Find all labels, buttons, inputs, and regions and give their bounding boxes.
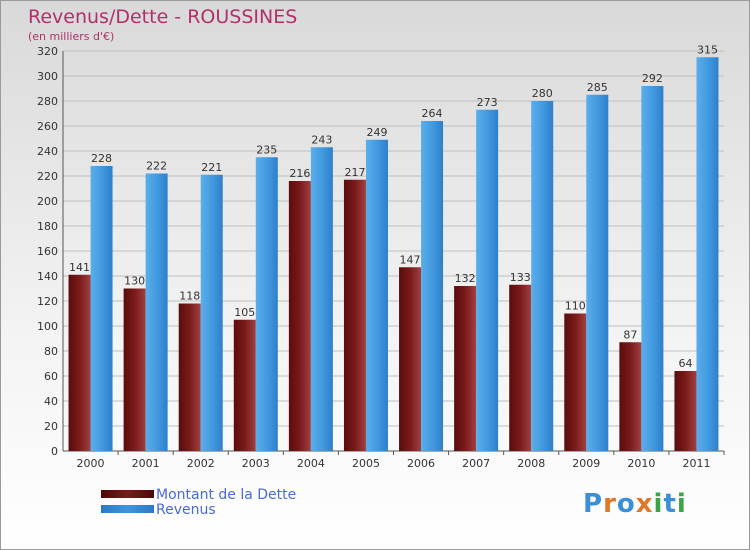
logo-letter: x <box>635 489 654 519</box>
bar-revenus <box>255 157 278 451</box>
data-label-revenus: 264 <box>422 107 443 120</box>
data-label-dette: 147 <box>400 253 421 266</box>
y-tick-label: 100 <box>37 320 58 333</box>
data-label-dette: 87 <box>623 328 637 341</box>
y-tick-label: 140 <box>37 270 58 283</box>
y-tick-label: 20 <box>44 420 58 433</box>
x-tick-label: 2002 <box>187 457 215 470</box>
bar-revenus <box>531 101 554 451</box>
data-label-revenus: 249 <box>366 126 387 139</box>
y-tick-label: 280 <box>37 95 58 108</box>
data-label-dette: 133 <box>510 271 531 284</box>
logo-letter: t <box>663 489 677 519</box>
data-label-dette: 216 <box>289 167 310 180</box>
bar-dette <box>399 267 422 451</box>
bar-dette <box>343 179 366 451</box>
logo-letter: i <box>653 489 664 519</box>
bar-dette <box>288 181 311 451</box>
bar-revenus <box>90 166 113 451</box>
y-tick-label: 300 <box>37 70 58 83</box>
y-tick-label: 60 <box>44 370 58 383</box>
y-tick-label: 120 <box>37 295 58 308</box>
x-tick-label: 2008 <box>517 457 545 470</box>
y-tick-label: 80 <box>44 345 58 358</box>
y-tick-label: 180 <box>37 220 58 233</box>
data-label-revenus: 228 <box>91 152 112 165</box>
bar-revenus <box>586 94 609 451</box>
legend-swatch-revenus <box>101 505 154 513</box>
chart-title: Revenus/Dette - ROUSSINES <box>28 6 298 28</box>
bar-dette <box>68 274 91 451</box>
logo-letter: o <box>616 489 636 519</box>
y-tick-label: 220 <box>37 170 58 183</box>
bar-dette <box>674 371 697 451</box>
data-label-revenus: 243 <box>311 133 332 146</box>
y-tick-label: 240 <box>37 145 58 158</box>
data-label-dette: 132 <box>455 272 476 285</box>
data-label-revenus: 235 <box>256 143 277 156</box>
bar-dette <box>178 303 201 451</box>
y-tick-label: 40 <box>44 395 58 408</box>
logo-letter: P <box>583 489 604 519</box>
data-label-dette: 118 <box>179 290 200 303</box>
x-tick-label: 2001 <box>132 457 160 470</box>
data-label-revenus: 221 <box>201 161 222 174</box>
data-label-revenus: 222 <box>146 160 167 173</box>
data-label-dette: 105 <box>234 306 255 319</box>
bar-revenus <box>200 174 223 451</box>
y-tick-label: 0 <box>51 445 58 458</box>
bar-revenus <box>476 109 499 451</box>
bar-revenus <box>310 147 333 451</box>
chart-subtitle: (en milliers d'€) <box>28 30 115 43</box>
legend-label-revenus: Revenus <box>156 502 216 518</box>
bar-dette <box>123 288 146 451</box>
x-tick-label: 2009 <box>572 457 600 470</box>
y-tick-label: 260 <box>37 120 58 133</box>
data-label-revenus: 280 <box>532 87 553 100</box>
y-tick-label: 320 <box>37 45 58 58</box>
bar-dette <box>454 286 477 451</box>
data-label-revenus: 292 <box>642 72 663 85</box>
data-label-dette: 110 <box>565 300 586 313</box>
logo-letter: i <box>676 489 687 519</box>
x-tick-label: 2007 <box>462 457 490 470</box>
bar-dette <box>564 313 587 451</box>
proxiti-logo: Proxiti <box>583 489 687 519</box>
data-label-revenus: 285 <box>587 81 608 94</box>
x-tick-label: 2004 <box>297 457 325 470</box>
x-tick-label: 2000 <box>77 457 105 470</box>
data-label-revenus: 273 <box>477 96 498 109</box>
bar-dette <box>233 319 256 451</box>
bar-revenus <box>641 86 664 451</box>
x-tick-label: 2010 <box>627 457 655 470</box>
legend-label-dette: Montant de la Dette <box>156 487 297 503</box>
x-tick-label: 2005 <box>352 457 380 470</box>
x-tick-label: 2011 <box>682 457 710 470</box>
x-tick-label: 2006 <box>407 457 435 470</box>
bar-revenus <box>365 139 388 451</box>
data-label-dette: 64 <box>678 357 692 370</box>
bar-revenus <box>421 121 444 451</box>
data-label-dette: 130 <box>124 275 145 288</box>
logo-letter: r <box>603 489 617 519</box>
data-label-dette: 141 <box>69 261 90 274</box>
data-label-dette: 217 <box>344 166 365 179</box>
bar-dette <box>619 342 642 451</box>
data-label-revenus: 315 <box>697 43 718 56</box>
bar-revenus <box>696 57 719 451</box>
bar-revenus <box>145 173 168 451</box>
x-tick-label: 2003 <box>242 457 270 470</box>
y-tick-label: 200 <box>37 195 58 208</box>
bar-dette <box>509 284 532 451</box>
y-tick-label: 160 <box>37 245 58 258</box>
legend-swatch-dette <box>101 490 154 498</box>
